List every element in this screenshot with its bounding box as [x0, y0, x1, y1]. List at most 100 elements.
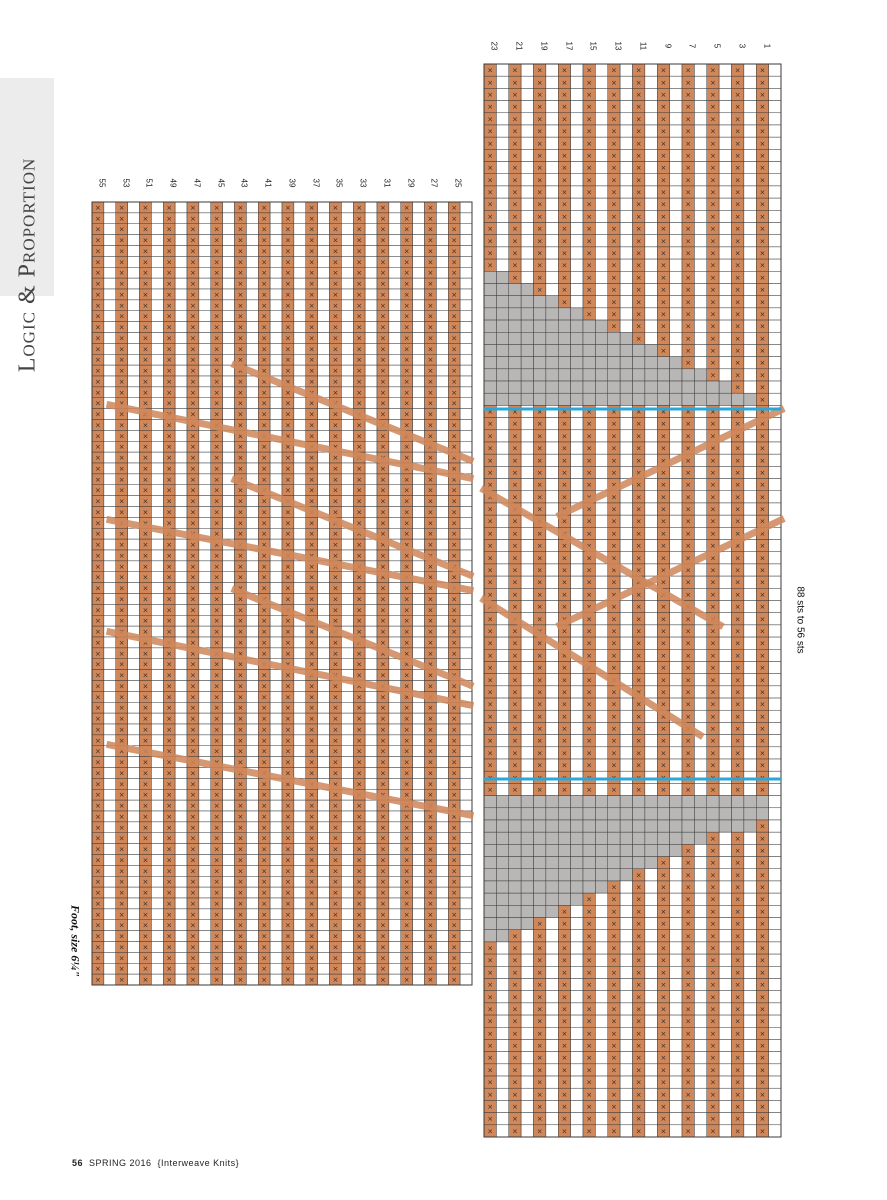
- stitch-cell: [533, 880, 547, 894]
- purl-symbol: ×: [333, 933, 339, 941]
- stitch-cell: [198, 919, 212, 931]
- stitch-cell: [582, 795, 596, 809]
- stitch-cell: [570, 1051, 584, 1065]
- purl-symbol: ×: [428, 791, 434, 799]
- purl-symbol: ×: [586, 591, 592, 599]
- stitch-cell: [293, 897, 307, 910]
- stitch-cell: [520, 1051, 534, 1065]
- purl-symbol: ×: [611, 896, 617, 904]
- purl-symbol: ×: [166, 226, 172, 234]
- purl-symbol: ×: [214, 291, 220, 299]
- stitch-cell: [570, 307, 584, 321]
- stitch-cell: [341, 963, 354, 975]
- stitch-cell: [246, 397, 259, 409]
- stitch-cell: [607, 380, 621, 394]
- purl-symbol: ×: [451, 693, 457, 701]
- purl-symbol: ×: [380, 976, 386, 984]
- stitch-cell: [412, 288, 425, 301]
- purl-symbol: ×: [356, 324, 362, 332]
- purl-symbol: ×: [404, 780, 410, 788]
- stitch-cell: [317, 876, 330, 888]
- stitch-cell: [246, 299, 259, 312]
- stitch-cell: [632, 392, 646, 406]
- purl-symbol: ×: [487, 993, 493, 1001]
- stitch-cell: [496, 344, 510, 357]
- purl-symbol: ×: [428, 400, 434, 408]
- stitch-cell: [595, 917, 609, 930]
- stitch-cell: [619, 1075, 633, 1089]
- purl-symbol: ×: [380, 389, 386, 397]
- stitch-cell: [545, 405, 559, 418]
- stitch-cell: [269, 343, 283, 355]
- purl-symbol: ×: [166, 943, 172, 951]
- stitch-cell: [412, 843, 425, 855]
- stitch-cell: [595, 283, 609, 296]
- stitch-cell: [222, 343, 235, 355]
- stitch-cell: [364, 963, 378, 975]
- stitch-cell: [317, 843, 330, 855]
- purl-symbol: ×: [214, 498, 220, 506]
- stitch-cell: [341, 245, 354, 257]
- purl-symbol: ×: [404, 661, 410, 669]
- purl-symbol: ×: [95, 715, 101, 723]
- purl-symbol: ×: [451, 780, 457, 788]
- stitch-cell: [246, 223, 259, 235]
- stitch-cell: [412, 919, 425, 931]
- purl-symbol: ×: [261, 389, 267, 397]
- stitch-cell: [595, 1002, 609, 1016]
- purl-symbol: ×: [428, 487, 434, 495]
- purl-symbol: ×: [404, 563, 410, 571]
- stitch-cell: [103, 680, 117, 692]
- stitch-cell: [436, 897, 449, 910]
- purl-symbol: ×: [451, 813, 457, 821]
- purl-symbol: ×: [285, 769, 291, 777]
- purl-symbol: ×: [586, 762, 592, 770]
- stitch-cell: [595, 136, 609, 150]
- stitch-cell: [570, 124, 584, 138]
- purl-symbol: ×: [512, 274, 518, 282]
- stitch-cell: [595, 197, 609, 211]
- stitch-cell: [436, 832, 449, 844]
- purl-symbol: ×: [214, 465, 220, 473]
- stitch-cell: [619, 917, 633, 930]
- stitch-cell: [269, 963, 283, 975]
- stitch-cell: [595, 685, 609, 699]
- stitch-cell: [570, 258, 584, 272]
- stitch-cell: [595, 758, 609, 772]
- purl-symbol: ×: [166, 498, 172, 506]
- purl-symbol: ×: [428, 867, 434, 875]
- stitch-cell: [595, 173, 609, 187]
- stitch-cell: [496, 844, 510, 857]
- stitch-cell: [364, 865, 378, 877]
- stitch-cell: [436, 234, 449, 246]
- purl-symbol: ×: [512, 481, 518, 489]
- stitch-cell: [317, 919, 330, 931]
- purl-symbol: ×: [380, 508, 386, 516]
- stitch-cell: [607, 795, 621, 809]
- purl-symbol: ×: [214, 574, 220, 582]
- purl-symbol: ×: [119, 432, 125, 440]
- stitch-cell: [269, 876, 283, 888]
- purl-symbol: ×: [636, 310, 642, 318]
- purl-symbol: ×: [404, 498, 410, 506]
- purl-symbol: ×: [214, 563, 220, 571]
- purl-symbol: ×: [380, 650, 386, 658]
- stitch-cell: [436, 364, 449, 377]
- stitch-cell: [496, 75, 510, 89]
- purl-symbol: ×: [119, 204, 125, 212]
- purl-symbol: ×: [404, 291, 410, 299]
- stitch-cell: [483, 819, 497, 833]
- stitch-cell: [496, 368, 510, 382]
- purl-symbol: ×: [261, 759, 267, 767]
- stitch-cell: [317, 451, 330, 464]
- stitch-cell: [293, 354, 307, 366]
- purl-symbol: ×: [512, 993, 518, 1001]
- stitch-cell: [545, 149, 559, 162]
- stitch-cell: [595, 819, 609, 833]
- purl-symbol: ×: [611, 1005, 617, 1013]
- stitch-cell: [103, 723, 117, 736]
- purl-symbol: ×: [487, 262, 493, 270]
- stitch-cell: [545, 356, 559, 370]
- stitch-cell: [174, 734, 188, 747]
- purl-symbol: ×: [611, 140, 617, 148]
